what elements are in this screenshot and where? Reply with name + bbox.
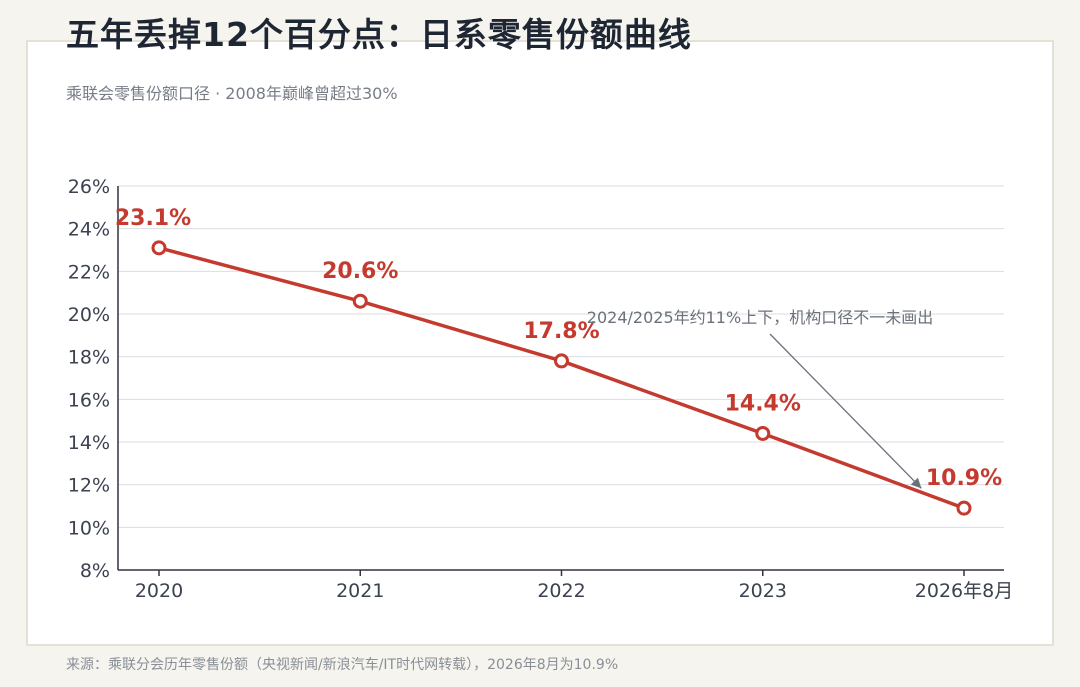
x-tick-label: 2026年8月 — [915, 580, 1013, 602]
y-tick-label: 26% — [68, 176, 110, 198]
data-points — [151, 240, 972, 516]
annotation-arrow-head — [910, 477, 922, 489]
y-tick-label: 10% — [68, 517, 110, 539]
data-label: 20.6% — [322, 259, 398, 284]
annotation-arrow-line — [769, 333, 922, 489]
x-tick-label: 2020 — [135, 580, 183, 602]
data-label: 17.8% — [523, 319, 599, 344]
series-line — [158, 246, 965, 510]
data-label: 10.9% — [926, 466, 1002, 491]
y-tick-label: 18% — [68, 347, 110, 369]
data-labels: 23.1% 20.6% 17.8% 14.4% 10.9% — [115, 206, 1002, 491]
data-point — [956, 500, 972, 516]
y-tick-label: 12% — [68, 475, 110, 497]
x-tick-labels: 2020 2021 2022 2023 2026年8月 — [135, 580, 1013, 602]
annotation-text: 2024/2025年约11%上下，机构口径不一未画出 — [587, 308, 933, 327]
y-tick-label: 24% — [68, 219, 110, 241]
x-tick-label: 2022 — [537, 580, 585, 602]
axes — [117, 186, 1004, 576]
data-label: 23.1% — [115, 206, 191, 231]
grid-lines — [118, 185, 1004, 571]
y-tick-label: 20% — [68, 304, 110, 326]
chart-title: 五年丢掉12个百分点：日系零售份额曲线 — [66, 15, 692, 54]
chart-subtitle: 乘联会零售份额口径 · 2008年巅峰曾超过30% — [66, 84, 398, 103]
data-point — [151, 240, 167, 256]
y-tick-label: 22% — [68, 261, 110, 283]
data-point — [352, 293, 368, 309]
y-tick-label: 14% — [68, 432, 110, 454]
x-tick-label: 2023 — [739, 580, 787, 602]
y-tick-labels: 8% 10% 12% 14% 16% 18% 20% 22% 24% 26% — [68, 176, 110, 582]
data-label: 14.4% — [725, 391, 801, 416]
data-point — [755, 425, 771, 441]
data-point — [554, 353, 569, 369]
chart-card — [26, 40, 1054, 646]
y-tick-label: 16% — [68, 389, 110, 411]
annotation: 2024/2025年约11%上下，机构口径不一未画出 — [587, 308, 933, 489]
source-note: 来源：乘联分会历年零售份额（央视新闻/新浪汽车/IT时代网转载），2026年8月… — [66, 657, 619, 673]
y-tick-label: 8% — [80, 560, 110, 582]
x-tick-label: 2021 — [336, 580, 384, 602]
series-line-group — [158, 246, 965, 510]
